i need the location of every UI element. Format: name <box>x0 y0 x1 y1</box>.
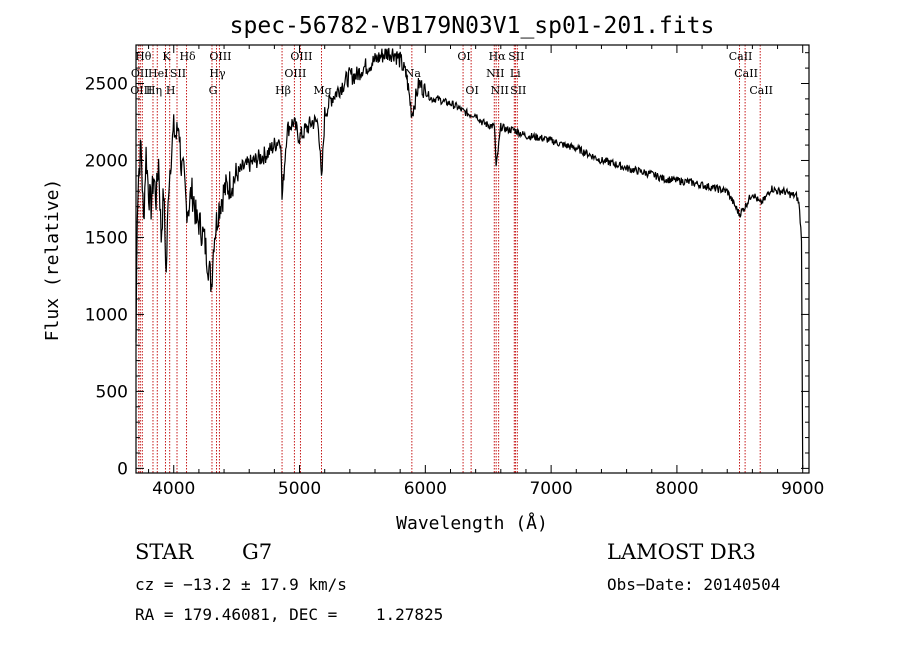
line-marker-label: Hη <box>146 84 162 97</box>
chart-title: spec-56782-VB179N03V1_sp01-201.fits <box>230 13 715 39</box>
line-marker-label: Hα <box>489 50 507 63</box>
y-tick-label: 1500 <box>85 228 128 248</box>
line-marker-label: Hβ <box>275 84 291 97</box>
line-marker-label: CaII <box>729 50 753 63</box>
y-tick-label: 2000 <box>85 151 128 171</box>
line-marker-label: Mg <box>313 84 331 97</box>
observation-date: Obs−Date: 20140504 <box>607 575 780 594</box>
line-marker-label: SII <box>170 67 186 80</box>
line-marker-label: SII <box>508 50 524 63</box>
emission-line-labels: OIIOIIIHθHηHeIKHSIIHδGHγOIIIHβOIIIOIIIMg… <box>130 50 773 97</box>
line-marker-label: OIII <box>209 50 231 63</box>
line-marker-label: K <box>162 50 171 63</box>
x-tick-label: 7000 <box>529 479 572 499</box>
survey-name: LAMOST DR3 <box>607 540 756 564</box>
y-tick-label: 0 <box>117 459 128 479</box>
line-marker-label: Hγ <box>209 67 226 80</box>
y-tick-label: 1000 <box>85 305 128 325</box>
object-type: STAR <box>135 540 194 564</box>
plot-frame <box>135 44 810 474</box>
line-marker-label: SII <box>510 84 526 97</box>
x-tick-label: 5000 <box>278 479 321 499</box>
line-marker-label: OIII <box>284 67 306 80</box>
line-marker-label: Li <box>510 67 521 80</box>
emission-line-markers <box>138 45 761 473</box>
coordinates: RA = 179.46081, DEC = 1.27825 <box>135 605 443 624</box>
line-marker-label: Na <box>405 67 422 80</box>
line-marker-label: HeI <box>148 67 168 80</box>
x-axis-label: Wavelength (Å) <box>396 512 548 534</box>
line-marker-label: NII <box>486 67 504 80</box>
line-marker-label: NII <box>491 84 509 97</box>
x-tick-label: 4000 <box>152 479 195 499</box>
spectral-subclass: G7 <box>242 540 272 564</box>
y-tick-label: 2500 <box>85 74 128 94</box>
y-axis-ticks: 0 500 1000 1500 2000 2500 <box>85 52 809 479</box>
line-marker-label: H <box>166 84 176 97</box>
line-marker-label: CaII <box>734 67 758 80</box>
line-marker-label: G <box>209 84 218 97</box>
line-marker-label: OI <box>465 84 478 97</box>
y-axis-label: Flux (relative) <box>42 179 63 342</box>
line-marker-label: Hθ <box>135 50 152 63</box>
x-tick-label: 9000 <box>781 479 824 499</box>
spectrum-line <box>135 47 804 469</box>
x-tick-label: 8000 <box>655 479 698 499</box>
line-marker-label: Hδ <box>179 50 196 63</box>
y-tick-label: 500 <box>96 382 128 402</box>
line-marker-label: OI <box>457 50 470 63</box>
line-marker-label: CaII <box>749 84 773 97</box>
line-marker-label: OIII <box>290 50 312 63</box>
redshift-cz: cz = −13.2 ± 17.9 km/s <box>135 575 347 594</box>
line-marker-label: OII <box>131 67 149 80</box>
x-tick-label: 6000 <box>404 479 447 499</box>
x-axis-ticks: 4000 5000 6000 7000 8000 9000 <box>148 45 824 499</box>
